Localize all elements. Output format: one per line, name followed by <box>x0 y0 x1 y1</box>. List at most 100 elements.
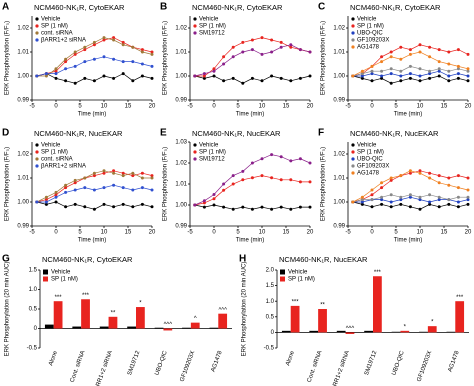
data-point <box>73 52 77 56</box>
data-point <box>308 50 312 54</box>
legend-marker <box>35 164 39 168</box>
data-point <box>54 193 58 197</box>
data-point <box>140 50 144 54</box>
bar <box>163 328 173 331</box>
significance-label: *** <box>82 293 90 299</box>
data-point <box>437 195 441 199</box>
bar <box>419 331 428 333</box>
data-point <box>399 174 403 178</box>
x-tick-label: 15 <box>125 230 132 236</box>
x-tick-label: 15 <box>283 230 290 236</box>
data-point <box>140 176 144 180</box>
legend-marker <box>351 150 355 154</box>
y-tick-label: -0.5 <box>27 346 38 352</box>
x-tick-label: 10 <box>101 230 108 236</box>
data-point <box>150 50 154 54</box>
data-point <box>121 60 125 64</box>
data-point <box>44 72 48 76</box>
x-tick-label: 20 <box>149 104 156 110</box>
data-point <box>428 55 432 59</box>
bar <box>190 322 200 329</box>
data-point <box>389 176 393 180</box>
data-point <box>447 183 451 187</box>
data-point <box>447 176 451 180</box>
data-point <box>380 76 384 80</box>
data-point <box>212 69 216 73</box>
data-point <box>231 207 235 211</box>
data-point <box>150 176 154 180</box>
legend-marker <box>351 31 355 35</box>
y-axis-label: ERK Phosphorylation (F/F₀) <box>5 21 11 95</box>
data-point <box>389 72 393 76</box>
data-point <box>380 198 384 202</box>
data-point <box>447 69 451 73</box>
significance-label: *** <box>374 270 382 276</box>
data-point <box>370 198 374 202</box>
x-tick-label: 0 <box>212 230 216 236</box>
data-point <box>279 178 283 182</box>
panel-title: NCM460-NK₁R, NucEKAR <box>350 129 439 138</box>
data-point <box>73 64 77 68</box>
x-tick-label: 15 <box>283 104 290 110</box>
x-tick-label: 20 <box>307 104 314 110</box>
data-point <box>212 67 216 71</box>
panel-label: E <box>160 128 167 139</box>
data-point <box>112 36 116 40</box>
data-point <box>418 50 422 54</box>
legend-label: cont. siRNA <box>41 157 73 163</box>
x-tick-label: 0 <box>54 230 58 236</box>
bar <box>455 301 465 333</box>
legend-label: Vehicle <box>199 143 219 149</box>
legend-label: UBO-QIC <box>357 31 383 37</box>
x-tick-label: Alone <box>48 350 59 367</box>
bar <box>281 330 291 333</box>
panel-label: A <box>2 2 9 13</box>
data-point <box>131 174 135 178</box>
y-axis-label: ERK Phosphorylation (F/F₀) <box>163 147 169 221</box>
x-tick-label: UBO-QIC <box>391 350 406 377</box>
data-point <box>73 202 77 206</box>
x-tick-label: SM19712 <box>364 350 379 377</box>
data-point <box>279 76 283 80</box>
bar <box>218 313 228 329</box>
data-point <box>92 43 96 47</box>
y-axis-label: ERK Phosphorylation (F/F₀) <box>321 21 327 95</box>
data-point <box>73 81 77 85</box>
data-point <box>389 55 393 59</box>
legend-marker <box>35 38 39 42</box>
data-point <box>447 202 451 206</box>
data-point <box>308 205 312 209</box>
y-tick-label: 1.5 <box>266 283 275 289</box>
legend-label: Vehicle <box>51 270 71 276</box>
data-point <box>370 79 374 83</box>
x-tick-label: 5 <box>236 104 240 110</box>
significance-label: * <box>431 320 434 326</box>
significance-label: *** <box>456 295 464 301</box>
x-tick-label: βARR1+2 siRNA <box>93 350 114 386</box>
data-point <box>112 183 116 187</box>
y-tick-label: 1.00 <box>17 74 29 80</box>
data-point <box>380 74 384 78</box>
data-point <box>418 198 422 202</box>
y-tick-label: 1.02 <box>175 26 187 32</box>
data-point <box>260 52 264 56</box>
data-point <box>241 50 245 54</box>
data-point <box>212 193 216 196</box>
x-axis-label: Time (min) <box>78 238 106 244</box>
y-tick-label: 1.02 <box>17 26 29 32</box>
legend-label: βARR1+2 siRNA <box>41 38 86 44</box>
data-point <box>270 176 274 180</box>
data-point <box>250 38 254 42</box>
data-point <box>399 202 403 206</box>
data-point <box>131 60 135 64</box>
data-point <box>456 200 460 204</box>
legend-marker <box>193 17 197 21</box>
data-point <box>408 169 412 173</box>
y-tick-label: 1.02 <box>333 26 345 32</box>
data-point <box>150 76 154 80</box>
data-point <box>222 182 226 186</box>
x-tick-label: 0 <box>212 104 216 110</box>
data-point <box>466 52 470 56</box>
data-point <box>64 60 68 64</box>
legend-label: cont. siRNA <box>41 31 73 37</box>
